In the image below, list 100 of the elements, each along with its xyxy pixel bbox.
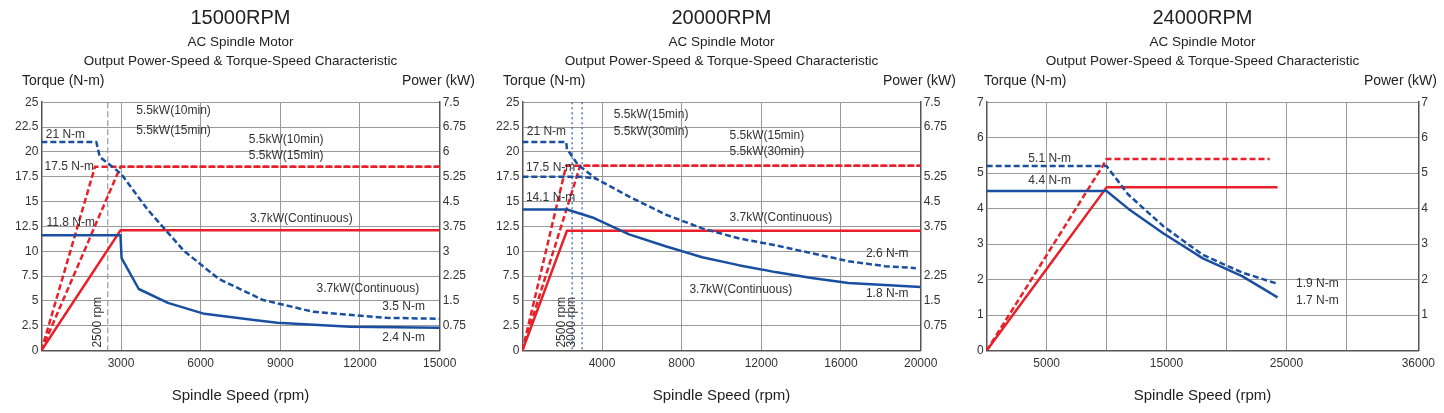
annotation: 4.4 N-m xyxy=(1028,172,1072,187)
annotation: 5.5kW(15min) xyxy=(136,123,211,138)
annotation: 3.7kW(Continuous) xyxy=(689,282,793,297)
y2-tick-label: 6.75 xyxy=(923,119,948,134)
annotation: 2.4 N-m xyxy=(382,330,425,344)
y2-tick-label: 2 xyxy=(1421,271,1429,286)
y2-tick-label: 5.25 xyxy=(923,169,948,184)
x-tick-label: 9000 xyxy=(266,356,294,371)
y-tick-label: 15 xyxy=(506,193,520,208)
x-tick-label: 15000 xyxy=(422,356,457,371)
y-axis-title: Torque (N-m) xyxy=(22,72,105,90)
y-tick-label: 20 xyxy=(506,144,520,159)
y2-tick-label: 1.5 xyxy=(923,293,941,308)
annotation: 2.6 N-m xyxy=(865,245,909,260)
y-tick-label: 17.5 xyxy=(15,169,39,184)
y-axis-title: Torque (N-m) xyxy=(984,72,1067,90)
x-tick-label: 12000 xyxy=(343,356,377,371)
x-tick-label: 25000 xyxy=(1269,356,1304,371)
y-tick-label: 6 xyxy=(976,130,984,144)
x-tick-label: 3000 xyxy=(107,356,135,371)
y2-tick-label: 4.5 xyxy=(923,193,941,208)
annotation: 5.5kW(15min) xyxy=(248,148,324,163)
annotation: 5.1 N-m xyxy=(1028,151,1072,166)
y2-tick-label: 0.75 xyxy=(442,318,467,333)
y-tick-label: 3 xyxy=(976,236,984,251)
y-tick-label: 7 xyxy=(976,94,984,109)
x-tick-label: 15000 xyxy=(1149,356,1184,371)
y-tick-label: 25 xyxy=(25,94,39,109)
annotation: 5.5kW(30min) xyxy=(613,124,689,139)
y2-tick-label: 0.75 xyxy=(923,318,948,333)
y2-tick-label: 4.5 xyxy=(442,193,460,208)
y2-axis-title: Power (kW) xyxy=(1363,72,1437,90)
annotation: 5.5kW(30min) xyxy=(729,144,805,159)
x-axis-title: Spindle Speed (rpm) xyxy=(652,386,791,404)
y-tick-label: 12.5 xyxy=(496,218,520,233)
annotation: 3.7kW(Continuous) xyxy=(729,209,833,224)
ref-line-label: 2500 rpm xyxy=(90,296,105,348)
y-tick-label: 2.5 xyxy=(502,318,520,333)
y-tick-label: 5 xyxy=(31,293,39,308)
y-tick-label: 7.5 xyxy=(21,268,39,283)
y2-tick-label: 6 xyxy=(1421,130,1429,144)
y-tick-label: 2.5 xyxy=(21,318,39,333)
y2-tick-label: 5 xyxy=(1421,165,1429,180)
chart-title: 15000RPM xyxy=(189,6,292,30)
y-tick-label: 4 xyxy=(976,200,984,215)
y2-tick-label: 4 xyxy=(1421,200,1429,215)
annotation: 5.5kW(10min) xyxy=(248,132,324,147)
x-tick-label: 36000 xyxy=(1401,356,1436,371)
y2-tick-label: 1.5 xyxy=(442,293,460,308)
x-tick-label: 4000 xyxy=(588,356,616,371)
chart-subtitle: AC Spindle Motor Output Power-Speed & Torque-Speed Characteristic xyxy=(1044,33,1361,70)
x-axis-title: Spindle Speed (rpm) xyxy=(1133,386,1272,404)
y-tick-label: 1 xyxy=(976,307,984,322)
annotation: 3.7kW(Continuous) xyxy=(316,281,420,296)
annotation: 1.9 N-m xyxy=(1296,275,1339,290)
y2-tick-label: 1 xyxy=(1421,307,1429,322)
x-tick-label: 8000 xyxy=(668,356,696,371)
chart-title: 24000RPM xyxy=(1151,6,1254,30)
y-axis-title: Torque (N-m) xyxy=(503,72,586,90)
y2-axis-title: Power (kW) xyxy=(401,72,475,90)
y2-tick-label: 7.5 xyxy=(442,94,460,109)
y2-tick-label: 2.25 xyxy=(442,268,467,283)
annotation: 1.8 N-m xyxy=(865,286,909,301)
y2-tick-label: 3 xyxy=(1421,236,1429,251)
y2-tick-label: 3 xyxy=(442,243,450,258)
annotation: 17.5 N-m xyxy=(525,160,576,175)
x-tick-label: 20000 xyxy=(903,356,938,371)
y2-tick-label: 7.5 xyxy=(923,94,941,109)
y-tick-label: 10 xyxy=(25,243,39,258)
annotation: 5.5kW(15min) xyxy=(729,128,805,143)
annotation: 1.7 N-m xyxy=(1296,293,1339,308)
y2-tick-label: 3.75 xyxy=(923,218,948,233)
y-tick-label: 17.5 xyxy=(496,169,520,184)
annotation: 5.5kW(10min) xyxy=(136,103,211,118)
annotation: 11.8 N-m xyxy=(46,214,95,229)
y2-tick-label: 6 xyxy=(442,144,450,159)
y2-tick-label: 6.75 xyxy=(442,119,467,134)
y2-tick-label: 7 xyxy=(1421,94,1429,109)
y-tick-label: 12.5 xyxy=(15,218,39,233)
x-tick-label: 6000 xyxy=(187,356,215,371)
y-tick-label: 20 xyxy=(25,144,39,159)
y-tick-label: 0 xyxy=(31,342,39,357)
annotation: 3.5 N-m xyxy=(382,299,425,314)
annotation: 21 N-m xyxy=(45,127,86,142)
x-tick-label: 16000 xyxy=(824,356,858,371)
x-tick-label: 12000 xyxy=(744,356,779,371)
y-tick-label: 0 xyxy=(976,342,984,357)
y-tick-label: 22.5 xyxy=(15,119,39,134)
annotation: 17.5 N-m xyxy=(44,159,94,174)
annotation: 3.7kW(Continuous) xyxy=(250,210,353,225)
chart-subtitle: AC Spindle Motor Output Power-Speed & Torque-Speed Characteristic xyxy=(82,33,399,70)
y-tick-label: 7.5 xyxy=(502,268,520,283)
y-tick-label: 5 xyxy=(512,293,520,308)
y2-tick-label: 2.25 xyxy=(923,268,948,283)
y-tick-label: 0 xyxy=(512,342,520,357)
y2-tick-label: 3.75 xyxy=(442,218,467,233)
y-tick-label: 22.5 xyxy=(496,119,520,134)
chart-title: 20000RPM xyxy=(670,6,773,30)
x-axis-title: Spindle Speed (rpm) xyxy=(171,386,310,404)
y-tick-label: 5 xyxy=(976,165,984,180)
